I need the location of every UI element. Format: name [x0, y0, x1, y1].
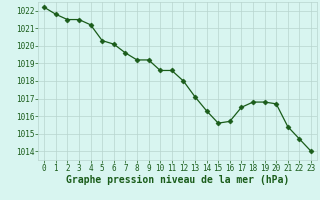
- X-axis label: Graphe pression niveau de la mer (hPa): Graphe pression niveau de la mer (hPa): [66, 175, 289, 185]
